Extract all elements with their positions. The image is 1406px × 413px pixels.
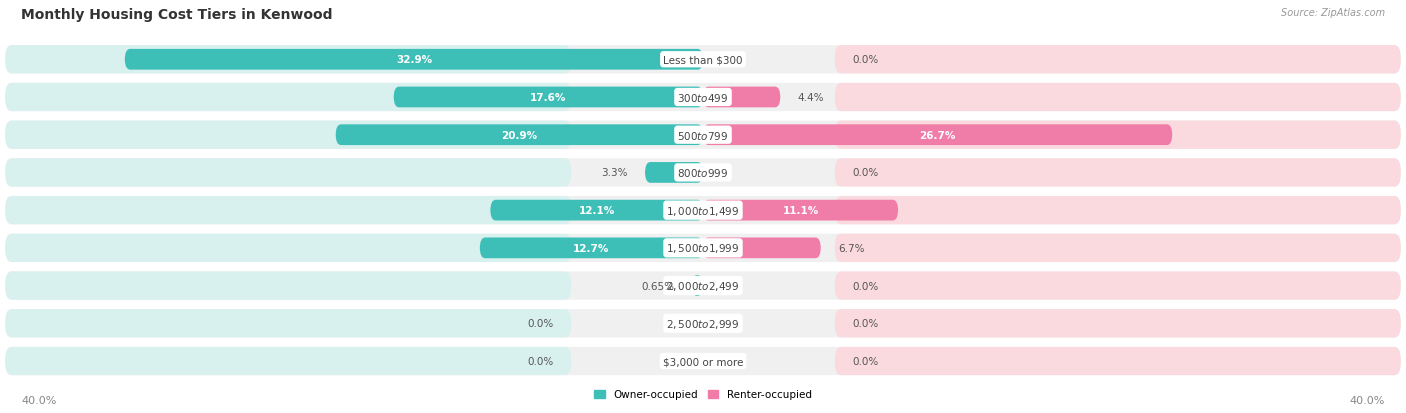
Text: $3,000 or more: $3,000 or more bbox=[662, 356, 744, 366]
Text: 0.0%: 0.0% bbox=[527, 356, 554, 366]
Text: 0.0%: 0.0% bbox=[852, 318, 879, 328]
Text: 0.0%: 0.0% bbox=[852, 55, 879, 65]
Text: $1,000 to $1,499: $1,000 to $1,499 bbox=[666, 204, 740, 217]
Text: $2,000 to $2,499: $2,000 to $2,499 bbox=[666, 280, 740, 292]
FancyBboxPatch shape bbox=[125, 50, 703, 71]
Text: 0.0%: 0.0% bbox=[852, 168, 879, 178]
FancyBboxPatch shape bbox=[6, 197, 1400, 225]
Text: 17.6%: 17.6% bbox=[530, 93, 567, 103]
FancyBboxPatch shape bbox=[6, 121, 1400, 150]
FancyBboxPatch shape bbox=[6, 159, 571, 187]
FancyBboxPatch shape bbox=[835, 234, 1400, 262]
FancyBboxPatch shape bbox=[6, 234, 571, 262]
FancyBboxPatch shape bbox=[835, 46, 1400, 74]
FancyBboxPatch shape bbox=[835, 197, 1400, 225]
Text: 20.9%: 20.9% bbox=[502, 131, 537, 140]
FancyBboxPatch shape bbox=[6, 309, 1400, 338]
Text: 12.1%: 12.1% bbox=[578, 206, 614, 216]
Text: $1,500 to $1,999: $1,500 to $1,999 bbox=[666, 242, 740, 255]
Legend: Owner-occupied, Renter-occupied: Owner-occupied, Renter-occupied bbox=[591, 385, 815, 404]
FancyBboxPatch shape bbox=[703, 200, 898, 221]
Text: 6.7%: 6.7% bbox=[838, 243, 865, 253]
FancyBboxPatch shape bbox=[6, 159, 1400, 187]
Text: $2,500 to $2,999: $2,500 to $2,999 bbox=[666, 317, 740, 330]
FancyBboxPatch shape bbox=[703, 88, 780, 108]
Text: 3.3%: 3.3% bbox=[600, 168, 627, 178]
FancyBboxPatch shape bbox=[703, 125, 1173, 146]
FancyBboxPatch shape bbox=[6, 234, 1400, 262]
FancyBboxPatch shape bbox=[6, 84, 1400, 112]
FancyBboxPatch shape bbox=[6, 272, 571, 300]
Text: 11.1%: 11.1% bbox=[782, 206, 818, 216]
FancyBboxPatch shape bbox=[394, 88, 703, 108]
FancyBboxPatch shape bbox=[6, 347, 571, 375]
Text: 0.65%: 0.65% bbox=[641, 281, 673, 291]
FancyBboxPatch shape bbox=[835, 347, 1400, 375]
Text: $300 to $499: $300 to $499 bbox=[678, 92, 728, 104]
FancyBboxPatch shape bbox=[6, 46, 1400, 74]
FancyBboxPatch shape bbox=[835, 84, 1400, 112]
Text: 12.7%: 12.7% bbox=[574, 243, 610, 253]
FancyBboxPatch shape bbox=[835, 159, 1400, 187]
Text: Source: ZipAtlas.com: Source: ZipAtlas.com bbox=[1281, 8, 1385, 18]
FancyBboxPatch shape bbox=[6, 197, 571, 225]
Text: 40.0%: 40.0% bbox=[21, 395, 56, 405]
FancyBboxPatch shape bbox=[479, 238, 703, 259]
FancyBboxPatch shape bbox=[6, 46, 571, 74]
Text: 0.0%: 0.0% bbox=[527, 318, 554, 328]
Text: 40.0%: 40.0% bbox=[1350, 395, 1385, 405]
Text: 0.0%: 0.0% bbox=[852, 281, 879, 291]
FancyBboxPatch shape bbox=[6, 347, 1400, 375]
FancyBboxPatch shape bbox=[703, 238, 821, 259]
FancyBboxPatch shape bbox=[835, 309, 1400, 338]
Text: 4.4%: 4.4% bbox=[799, 93, 824, 103]
FancyBboxPatch shape bbox=[645, 163, 703, 183]
FancyBboxPatch shape bbox=[6, 84, 571, 112]
FancyBboxPatch shape bbox=[6, 309, 571, 338]
FancyBboxPatch shape bbox=[336, 125, 703, 146]
Text: 0.0%: 0.0% bbox=[852, 356, 879, 366]
Text: Less than $300: Less than $300 bbox=[664, 55, 742, 65]
FancyBboxPatch shape bbox=[6, 272, 1400, 300]
Text: $500 to $799: $500 to $799 bbox=[678, 129, 728, 141]
FancyBboxPatch shape bbox=[835, 121, 1400, 150]
Text: 32.9%: 32.9% bbox=[396, 55, 432, 65]
FancyBboxPatch shape bbox=[692, 275, 703, 296]
Text: 26.7%: 26.7% bbox=[920, 131, 956, 140]
FancyBboxPatch shape bbox=[835, 272, 1400, 300]
Text: Monthly Housing Cost Tiers in Kenwood: Monthly Housing Cost Tiers in Kenwood bbox=[21, 8, 333, 22]
FancyBboxPatch shape bbox=[491, 200, 703, 221]
Text: $800 to $999: $800 to $999 bbox=[678, 167, 728, 179]
FancyBboxPatch shape bbox=[6, 121, 571, 150]
